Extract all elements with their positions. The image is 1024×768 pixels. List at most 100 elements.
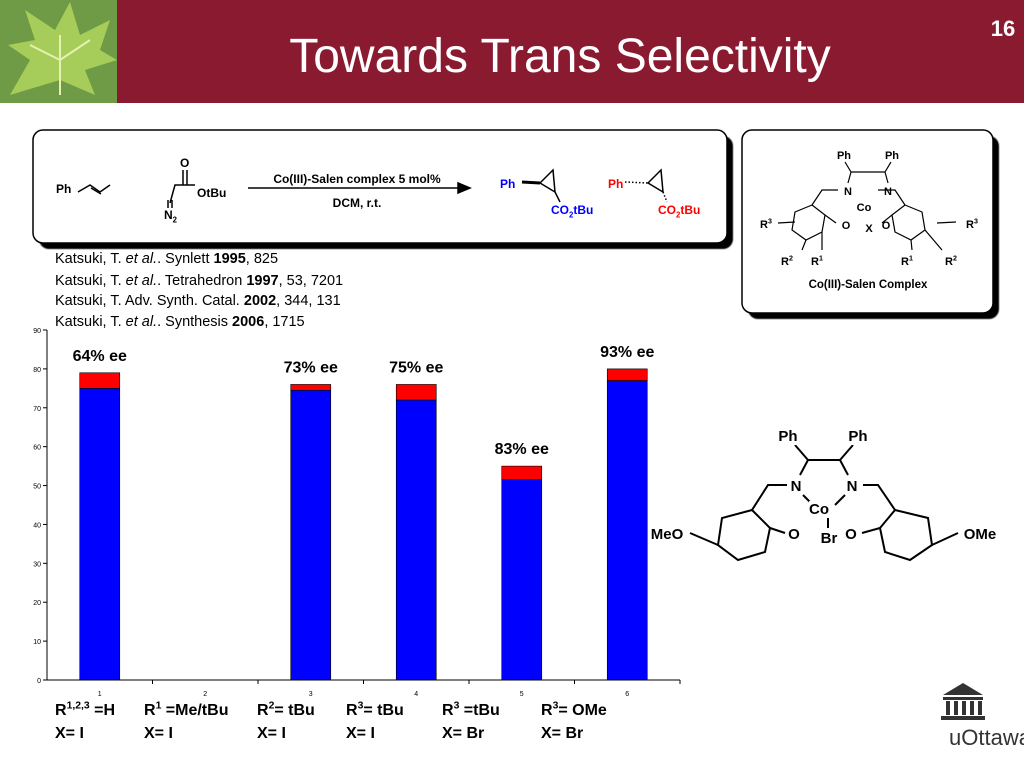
substituent-label: R1 =Me/tBu xyxy=(144,701,228,719)
value-label: 73% ee xyxy=(284,359,338,376)
reference-part: 1995 xyxy=(214,251,246,267)
atom-label-part: N xyxy=(844,186,852,198)
label-bg xyxy=(820,530,838,547)
y-tick-label: 40 xyxy=(33,522,41,529)
substituent-label: R3 =tBu xyxy=(442,701,500,719)
bar-segment xyxy=(501,465,543,481)
atom-label-part: R xyxy=(901,256,909,268)
atom-label-part: O xyxy=(882,220,891,232)
product-label-part: Ph xyxy=(608,177,623,191)
bar-segment xyxy=(606,368,648,381)
halide-label: X= Br xyxy=(442,725,484,742)
bar-segment xyxy=(79,388,121,681)
y-tick-label: 10 xyxy=(33,639,41,646)
substituent-label-part: =H xyxy=(90,702,115,719)
atom-label: Co xyxy=(857,202,872,214)
reference-part: et al. xyxy=(126,251,157,267)
label-bg xyxy=(845,526,858,543)
substituent-label-part: R xyxy=(144,702,156,719)
atom-label-part: R xyxy=(966,219,974,231)
value-label: 83% ee xyxy=(495,441,549,458)
x-tick-label: 6 xyxy=(625,691,629,698)
atom-label-part: Ph xyxy=(778,428,797,445)
bar-segment xyxy=(395,384,437,401)
reference-part: et al. xyxy=(126,314,157,330)
substituent-label-part: R xyxy=(346,702,358,719)
atom-label-part: O xyxy=(845,526,857,543)
halide-label-part: X= I xyxy=(144,725,173,742)
atom-label-part: Br xyxy=(821,530,838,547)
reaction-bonds xyxy=(77,168,668,208)
atom-label: MeO xyxy=(651,526,684,543)
atom-label-part: 2 xyxy=(953,255,957,263)
ester-label-part: OtBu xyxy=(197,186,226,200)
atom-label: Ph xyxy=(778,428,797,445)
conditions-label: Co(III)-Salen complex 5 mol% xyxy=(273,172,441,186)
atom-label-part: Ph xyxy=(848,428,867,445)
atom-label: R3 xyxy=(760,218,772,231)
atom-label: N xyxy=(847,478,858,495)
substituent-label-part: 3 xyxy=(358,701,364,712)
atom-label-part: 1 xyxy=(819,255,823,263)
atom-label-part: O xyxy=(180,156,189,170)
reference-part: , 825 xyxy=(246,251,278,267)
label-bg xyxy=(778,428,798,445)
substituent-label-part: = tBu xyxy=(274,702,314,719)
atom-label: O xyxy=(845,526,857,543)
atom-label: N xyxy=(884,186,892,198)
bar-segment xyxy=(290,384,332,391)
reference-part: . Synlett xyxy=(157,251,213,267)
logo-icon xyxy=(941,683,985,720)
substituent-label-part: = OMe xyxy=(558,702,607,719)
halide-label: X= I xyxy=(55,725,84,742)
slide-number: 16 xyxy=(991,16,1015,41)
atom-label: X xyxy=(865,223,873,235)
atom-label: O xyxy=(788,526,800,543)
leaf-image xyxy=(0,0,117,103)
atom-label: R1 xyxy=(901,255,913,268)
atom-label: N xyxy=(791,478,802,495)
reference-part: et al. xyxy=(126,273,157,289)
conditions-label-part: DCM, r.t. xyxy=(333,196,382,210)
atom-label: R2 xyxy=(781,255,793,268)
x-tick-label: 5 xyxy=(520,691,524,698)
atom-label: Br xyxy=(821,530,838,547)
reference: Katsuki, T. et al.. Tetrahedron 1997, 53… xyxy=(55,273,343,289)
value-label: 64% ee xyxy=(73,348,127,365)
atom-label-part: Co xyxy=(857,202,872,214)
label-bg xyxy=(790,478,802,495)
atom-label: R2 xyxy=(945,255,957,268)
atom-label: OMe xyxy=(964,526,997,543)
atom-label-part: 1 xyxy=(909,255,913,263)
label-bg xyxy=(963,526,997,543)
halide-label: X= I xyxy=(144,725,173,742)
halide-label-part: X= I xyxy=(257,725,286,742)
atom-label-part: N xyxy=(884,186,892,198)
reference-part: 1997 xyxy=(246,273,278,289)
atom-label: N xyxy=(844,186,852,198)
atom-label: O xyxy=(180,156,189,170)
reference-part: , 344, 131 xyxy=(276,293,341,309)
atom-label-part: N xyxy=(791,478,802,495)
substituent-label-part: R xyxy=(541,702,553,719)
label-bg xyxy=(788,526,801,543)
atom-label-part: X xyxy=(865,223,873,235)
label-bg xyxy=(848,428,868,445)
y-tick-label: 80 xyxy=(33,367,41,374)
label-bg xyxy=(846,478,858,495)
atom-label: Ph xyxy=(848,428,867,445)
conditions-label-part: Co(III)-Salen complex 5 mol% xyxy=(273,172,441,186)
product-label: CO2tBu xyxy=(658,203,700,220)
product-label-part: CO xyxy=(551,203,569,217)
y-tick-label: 30 xyxy=(33,561,41,568)
bar-segment xyxy=(606,380,648,681)
ester-label: OtBu xyxy=(197,186,226,200)
product-label-part: 2 xyxy=(676,211,681,220)
atom-label-part: 3 xyxy=(768,218,772,226)
reference-part: Katsuki, T. xyxy=(55,314,126,330)
substituent-label-part: = tBu xyxy=(363,702,403,719)
substituent-label-part: R xyxy=(257,702,269,719)
product-label: Ph xyxy=(608,177,623,191)
